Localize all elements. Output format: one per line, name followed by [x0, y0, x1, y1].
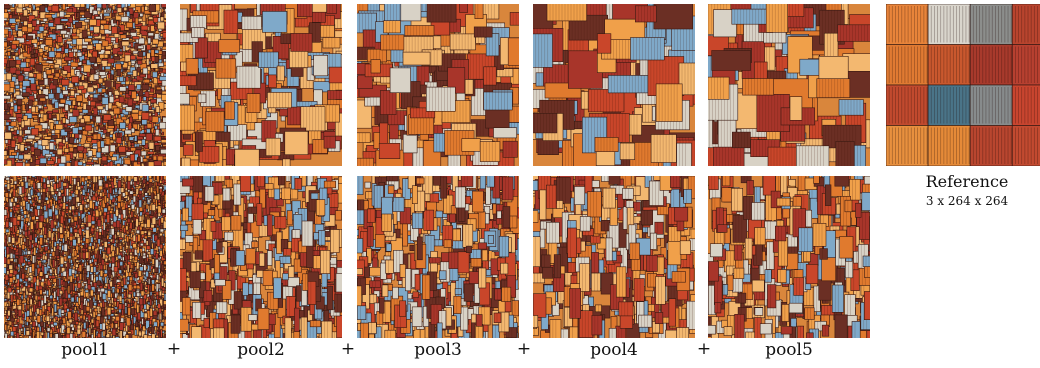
reference-image — [886, 4, 1040, 166]
texture-image — [4, 176, 166, 338]
texture-pool3-row2 — [357, 176, 519, 338]
texture-image — [357, 4, 519, 166]
texture-image — [708, 4, 870, 166]
label-pool2: pool2 — [237, 340, 285, 360]
label-pool1: pool1 — [61, 340, 109, 360]
texture-image — [708, 176, 870, 338]
texture-pool1-row2 — [4, 176, 166, 338]
label-pool3: pool3 — [414, 340, 462, 360]
texture-image — [533, 4, 695, 166]
texture-pool3-row1 — [357, 4, 519, 166]
texture-pool5-row2 — [708, 176, 870, 338]
reference-title: Reference — [925, 172, 1009, 191]
texture-pool4-row2 — [533, 176, 695, 338]
plus-sign: + — [166, 339, 182, 359]
texture-pool4-row1 — [533, 4, 695, 166]
label-pool4: pool4 — [590, 340, 638, 360]
texture-pool2-row2 — [180, 176, 342, 338]
texture-image — [357, 176, 519, 338]
texture-pool2-row1 — [180, 4, 342, 166]
texture-image — [180, 176, 342, 338]
texture-pool5-row1 — [708, 4, 870, 166]
texture-image — [533, 176, 695, 338]
label-pool5: pool5 — [765, 340, 813, 360]
reference-dimensions: 3 x 264 x 264 — [925, 194, 1009, 208]
texture-image — [4, 4, 166, 166]
texture-image — [180, 4, 342, 166]
reference-containers — [886, 4, 1040, 166]
plus-sign: + — [340, 339, 356, 359]
plus-sign: + — [696, 339, 712, 359]
plus-sign: + — [516, 339, 532, 359]
texture-pool1-row1 — [4, 4, 166, 166]
